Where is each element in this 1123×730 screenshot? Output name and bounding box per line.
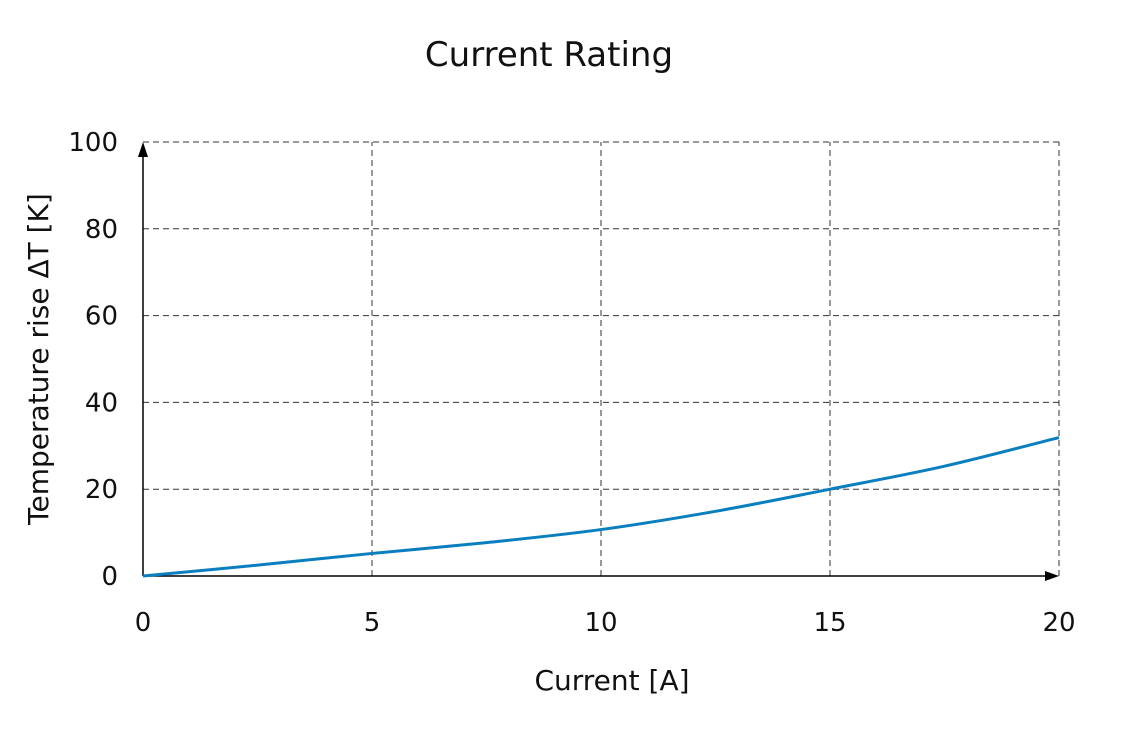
x-tick-label: 5 [364,608,381,638]
x-tick-label: 20 [1042,608,1075,638]
y-tick-label: 100 [68,128,118,158]
x-tick-label: 10 [584,608,617,638]
chart-title: Current Rating [425,35,673,75]
x-axis-label: Current [A] [534,664,689,697]
grid [143,141,1060,576]
series-group [142,436,1060,578]
tick-labels: 0 5 10 15 20 0 20 40 60 80 100 [68,128,1075,638]
y-tick-label: 80 [85,215,118,245]
y-tick-label: 0 [101,562,118,592]
x-tick-label: 15 [813,608,846,638]
series-line [142,436,1060,578]
y-axis-arrow-icon [138,142,148,157]
y-tick-label: 60 [85,302,118,332]
y-axis-label: Temperature rise ΔT [K] [22,193,55,526]
x-axis-arrow-icon [1045,571,1059,581]
y-tick-label: 40 [85,388,118,418]
x-tick-label: 0 [135,608,152,638]
y-tick-label: 20 [85,475,118,505]
